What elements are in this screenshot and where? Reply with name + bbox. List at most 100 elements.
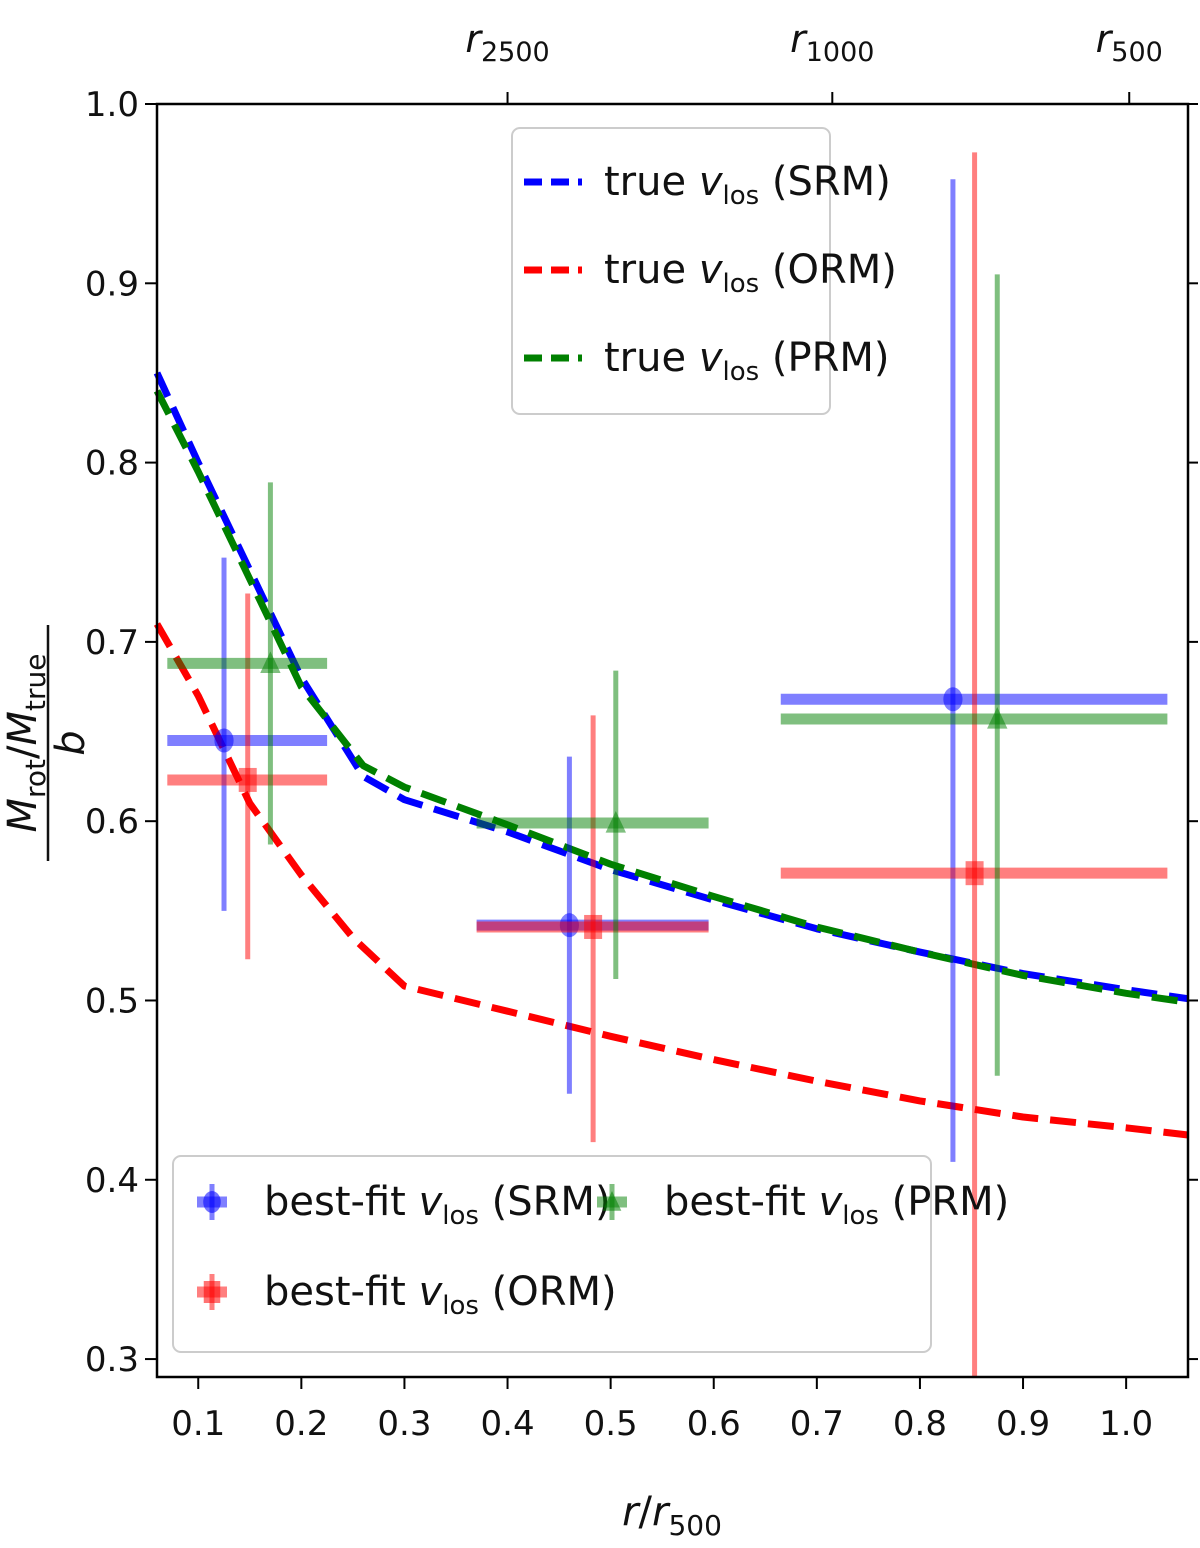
plot-frame: 0.1 0.2 0.3 0.4 0.5 0.6 0.7 0.8 0.9 1.0 0.3 0.4 0.5 0… xyxy=(85,17,1198,1444)
legend-lines: true vlos (SRM)true vlos (ORM)true vlos … xyxy=(511,127,897,415)
legend-points-box xyxy=(172,1155,932,1353)
legend-text-suffix: (SRM) xyxy=(759,159,891,205)
top-tick-sub: 2500 xyxy=(481,37,550,68)
x-tick-label: 0.7 xyxy=(790,1404,844,1444)
series-points xyxy=(167,152,1168,1377)
x-label-slash: / xyxy=(639,1489,653,1535)
marker-circle xyxy=(943,687,963,712)
legend-marker xyxy=(203,1281,221,1303)
legend-text-var: v xyxy=(699,247,724,293)
y-label-sub-rot: rot xyxy=(19,759,52,798)
point-best-fit v_los (PRM)-1 xyxy=(167,482,328,845)
y-tick-label: 1.0 xyxy=(85,85,139,125)
line-true v_los (SRM) xyxy=(153,371,1189,1003)
legend-text-prefix: true xyxy=(604,159,699,205)
legend-text-prefix: true xyxy=(604,247,699,293)
marker-triangle xyxy=(987,706,1008,729)
legend-text-var: v xyxy=(419,1179,444,1225)
point-best-fit v_los (PRM)-3 xyxy=(780,274,1168,1076)
marker-circle xyxy=(214,728,234,753)
legend-text-suffix: (ORM) xyxy=(479,1269,617,1315)
legend-text-prefix: best-fit xyxy=(664,1179,819,1225)
y-label-denominator: b xyxy=(48,730,94,755)
legend-point-label: best-fit vlos (ORM) xyxy=(264,1269,617,1321)
legend-text-var: v xyxy=(819,1179,844,1225)
x-tick-label: 0.9 xyxy=(996,1404,1050,1444)
legend-point-label: best-fit vlos (SRM) xyxy=(264,1179,611,1231)
y-label-m: M xyxy=(0,798,46,833)
x-tick-label: 1.0 xyxy=(1099,1404,1153,1444)
legend-line-label: true vlos (SRM) xyxy=(604,159,891,211)
legend-line-label: true vlos (ORM) xyxy=(604,247,897,299)
top-tick-label: r500 xyxy=(1096,17,1163,68)
y-label-m2: M xyxy=(0,711,46,746)
series-lines xyxy=(153,371,1189,1139)
marker-square xyxy=(238,767,257,792)
marker-square xyxy=(965,861,984,886)
line-true v_los (PRM) xyxy=(153,389,1189,1006)
legend-point-swatch xyxy=(197,1184,227,1220)
legend-text-prefix: best-fit xyxy=(264,1269,419,1315)
legend-text-var: v xyxy=(699,159,724,205)
x-label-sub: 500 xyxy=(668,1509,721,1542)
legend-point-swatch xyxy=(597,1184,627,1220)
y-label-numerator: Mrot/Mtrue xyxy=(0,654,52,833)
y-tick-label: 0.7 xyxy=(85,623,139,663)
point-best-fit v_los (ORM)-1 xyxy=(167,593,328,960)
marker-triangle xyxy=(260,651,281,674)
x-tick-label: 0.8 xyxy=(893,1404,947,1444)
y-tick-label: 0.8 xyxy=(85,444,139,484)
marker-triangle xyxy=(605,810,626,833)
legend-line-label: true vlos (PRM) xyxy=(604,335,890,387)
top-tick-sub: 500 xyxy=(1111,37,1163,68)
legend-lines-box xyxy=(511,127,831,415)
y-tick-label: 0.9 xyxy=(85,264,139,304)
legend-text-suffix: (PRM) xyxy=(879,1179,1009,1225)
marker-square xyxy=(584,914,603,939)
top-tick-sub: 1000 xyxy=(806,37,875,68)
legend-marker xyxy=(203,1191,221,1213)
top-tick-base: r xyxy=(790,17,808,61)
legend-text-var: v xyxy=(419,1269,444,1315)
point-best-fit v_los (ORM)-2 xyxy=(476,715,709,1143)
y-tick-label: 0.4 xyxy=(85,1161,139,1201)
x-tick-label: 0.2 xyxy=(274,1404,328,1444)
x-tick-label: 0.3 xyxy=(377,1404,431,1444)
legend-text-var: v xyxy=(699,335,724,381)
y-tick-label: 0.5 xyxy=(85,981,139,1021)
x-tick-label: 0.6 xyxy=(687,1404,741,1444)
x-label-r2: r xyxy=(652,1489,671,1535)
x-tick-label: 0.1 xyxy=(171,1404,225,1444)
legend-text-sub: los xyxy=(722,181,759,211)
legend-text-suffix: (PRM) xyxy=(759,335,889,381)
legend-text-prefix: true xyxy=(604,335,699,381)
legend-text-sub: los xyxy=(722,269,759,299)
y-label-sub-true: true xyxy=(19,654,52,711)
x-tick-label: 0.4 xyxy=(481,1404,535,1444)
point-best-fit v_los (ORM)-3 xyxy=(780,152,1168,1377)
x-axis-label: r/r500 xyxy=(622,1489,722,1542)
legend-point-swatch xyxy=(197,1274,227,1310)
legend-marker xyxy=(602,1191,622,1211)
legend-text-sub: los xyxy=(842,1201,879,1231)
x-label-text: r/r500 xyxy=(622,1489,722,1542)
top-tick-base: r xyxy=(1096,17,1114,61)
top-tick-label: r1000 xyxy=(790,17,874,68)
y-tick-label: 0.6 xyxy=(85,802,139,842)
plot-border xyxy=(155,102,1190,1379)
legend-point-label: best-fit vlos (PRM) xyxy=(664,1179,1009,1231)
legend-text-suffix: (ORM) xyxy=(759,247,897,293)
legend-text-suffix: (SRM) xyxy=(479,1179,611,1225)
legend-text-sub: los xyxy=(442,1201,479,1231)
y-label-slash: / xyxy=(0,745,46,759)
top-tick-label: r2500 xyxy=(465,17,549,68)
top-tick-base: r xyxy=(465,17,483,61)
legend-text-sub: los xyxy=(442,1291,479,1321)
y-tick-label: 0.3 xyxy=(85,1340,139,1380)
point-best-fit v_los (PRM)-2 xyxy=(476,670,709,979)
x-label-r: r xyxy=(622,1489,641,1535)
